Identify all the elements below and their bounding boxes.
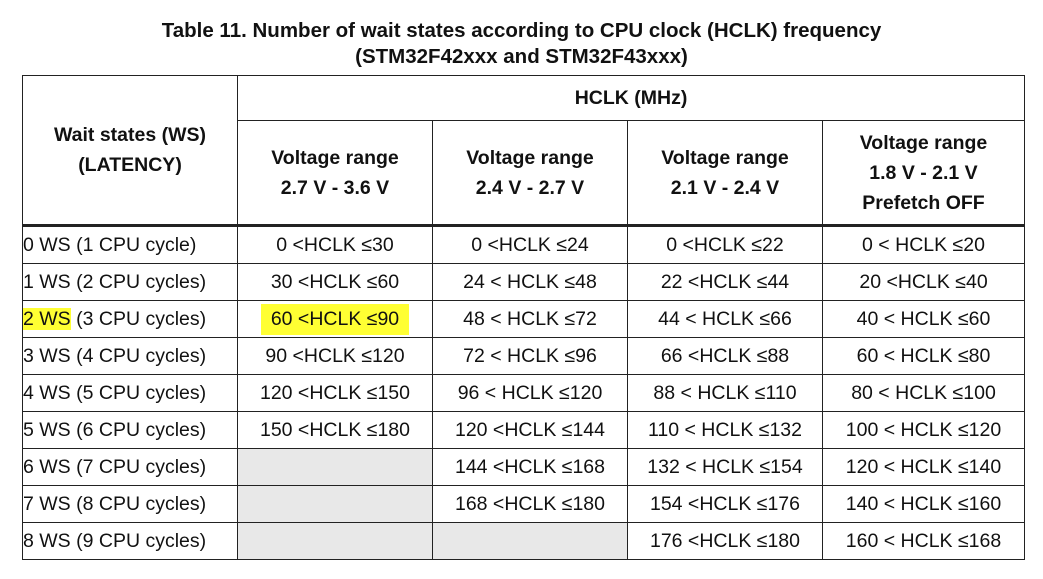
ws-cell: 4 WS (5 CPU cycles) xyxy=(22,374,238,412)
ws-cell: 6 WS (7 CPU cycles) xyxy=(22,448,238,486)
range-highlighted: 60 <HCLK ≤90 xyxy=(260,303,410,335)
cpu-cycles: (8 CPU cycles) xyxy=(70,492,207,515)
col-header-line: Prefetch OFF xyxy=(862,191,985,214)
cpu-cycles: (9 CPU cycles) xyxy=(70,529,207,552)
range-cell: 20 <HCLK ≤40 xyxy=(821,263,1026,301)
range-cell: 0 < HCLK ≤20 xyxy=(821,225,1026,264)
range-cell: 90 <HCLK ≤120 xyxy=(237,337,433,375)
table-row: 5 WS (6 CPU cycles) 150 <HCLK ≤180 120 <… xyxy=(22,411,1026,449)
empty-cell xyxy=(237,522,433,560)
col-header-line: Voltage range xyxy=(661,146,789,169)
ws-cell: 7 WS (8 CPU cycles) xyxy=(22,485,238,523)
voltage-col-header: Voltage range 2.7 V - 3.6 V xyxy=(237,120,433,226)
table-row: 8 WS (9 CPU cycles) 176 <HCLK ≤180 160 <… xyxy=(22,522,1026,560)
empty-cell xyxy=(237,448,433,486)
range-cell: 0 <HCLK ≤24 xyxy=(432,225,628,264)
range-cell: 120 < HCLK ≤140 xyxy=(821,448,1026,486)
cpu-cycles: (5 CPU cycles) xyxy=(70,381,207,404)
range-cell: 144 <HCLK ≤168 xyxy=(432,448,628,486)
range-cell: 96 < HCLK ≤120 xyxy=(432,374,628,412)
cpu-cycles: (3 CPU cycles) xyxy=(70,307,207,330)
ws-header-line2: (LATENCY) xyxy=(78,154,182,176)
voltage-col-header: Voltage range 1.8 V - 2.1 V Prefetch OFF xyxy=(821,120,1026,226)
ws-cell: 2 WS (3 CPU cycles) xyxy=(22,300,238,338)
range-cell: 22 <HCLK ≤44 xyxy=(627,263,823,301)
cpu-cycles: (7 CPU cycles) xyxy=(70,455,207,478)
table-row: 4 WS (5 CPU cycles) 120 <HCLK ≤150 96 < … xyxy=(22,374,1026,412)
range-cell: 154 <HCLK ≤176 xyxy=(627,485,823,523)
ws-count: 3 WS xyxy=(23,344,71,367)
voltage-col-header: Voltage range 2.1 V - 2.4 V xyxy=(627,120,823,226)
range-cell: 100 < HCLK ≤120 xyxy=(821,411,1026,449)
table-row-highlighted: 2 WS (3 CPU cycles) 60 <HCLK ≤90 48 < HC… xyxy=(22,300,1026,338)
range-cell: 60 <HCLK ≤90 xyxy=(237,300,433,338)
empty-cell xyxy=(432,522,628,560)
cpu-cycles: (4 CPU cycles) xyxy=(70,344,207,367)
range-cell: 80 < HCLK ≤100 xyxy=(821,374,1026,412)
range-cell: 88 < HCLK ≤110 xyxy=(627,374,823,412)
col-header-line: Voltage range xyxy=(859,131,988,154)
ws-header-cell: Wait states (WS) (LATENCY) xyxy=(22,75,238,226)
table-row: 7 WS (8 CPU cycles) 168 <HCLK ≤180 154 <… xyxy=(22,485,1026,523)
range-cell: 160 < HCLK ≤168 xyxy=(821,522,1026,560)
range-cell: 40 < HCLK ≤60 xyxy=(821,300,1026,338)
cpu-cycles: (6 CPU cycles) xyxy=(70,418,207,441)
ws-cell: 1 WS (2 CPU cycles) xyxy=(22,263,238,301)
col-header-line: 2.4 V - 2.7 V xyxy=(475,176,585,199)
range-cell: 120 <HCLK ≤150 xyxy=(237,374,433,412)
col-header-line: 2.7 V - 3.6 V xyxy=(280,176,390,199)
hclk-header: HCLK (MHz) xyxy=(236,75,1026,121)
ws-count: 4 WS xyxy=(23,381,71,404)
wait-states-table: Wait states (WS) (LATENCY) HCLK (MHz) Vo… xyxy=(22,75,1026,560)
range-cell: 140 < HCLK ≤160 xyxy=(821,485,1026,523)
ws-count-highlighted: 2 WS xyxy=(23,307,71,330)
range-cell: 72 < HCLK ≤96 xyxy=(432,337,628,375)
range-cell: 0 <HCLK ≤30 xyxy=(237,225,433,264)
range-cell: 60 < HCLK ≤80 xyxy=(821,337,1026,375)
empty-cell xyxy=(237,485,433,523)
ws-cell: 5 WS (6 CPU cycles) xyxy=(22,411,238,449)
ws-header-line1: Wait states (WS) xyxy=(53,124,207,146)
ws-cell: 8 WS (9 CPU cycles) xyxy=(22,522,238,560)
cpu-cycles: (2 CPU cycles) xyxy=(70,270,207,293)
table-body: 0 WS (1 CPU cycle) 0 <HCLK ≤30 0 <HCLK ≤… xyxy=(22,225,1026,560)
col-header-line: Voltage range xyxy=(466,146,594,169)
range-cell: 48 < HCLK ≤72 xyxy=(432,300,628,338)
range-cell: 30 <HCLK ≤60 xyxy=(237,263,433,301)
range-cell: 66 <HCLK ≤88 xyxy=(627,337,823,375)
range-cell: 24 < HCLK ≤48 xyxy=(432,263,628,301)
col-header-line: 1.8 V - 2.1 V xyxy=(869,161,978,184)
table-row: 3 WS (4 CPU cycles) 90 <HCLK ≤120 72 < H… xyxy=(22,337,1026,375)
range-cell: 132 < HCLK ≤154 xyxy=(627,448,823,486)
ws-count: 5 WS xyxy=(23,418,71,441)
table-row: 1 WS (2 CPU cycles) 30 <HCLK ≤60 24 < HC… xyxy=(22,263,1026,301)
range-cell: 0 <HCLK ≤22 xyxy=(627,225,823,264)
ws-count: 0 WS xyxy=(23,233,71,256)
table-title: Table 11. Number of wait states accordin… xyxy=(161,19,882,42)
ws-cell: 3 WS (4 CPU cycles) xyxy=(22,337,238,375)
col-header-line: 2.1 V - 2.4 V xyxy=(670,176,780,199)
ws-count: 1 WS xyxy=(23,270,71,293)
cpu-cycles: (1 CPU cycle) xyxy=(70,233,197,256)
ws-count: 6 WS xyxy=(23,455,71,478)
range-cell: 176 <HCLK ≤180 xyxy=(627,522,823,560)
table-row: 0 WS (1 CPU cycle) 0 <HCLK ≤30 0 <HCLK ≤… xyxy=(22,225,1026,264)
table-row: 6 WS (7 CPU cycles) 144 <HCLK ≤168 132 <… xyxy=(22,448,1026,486)
table-caption: Table 11. Number of wait states accordin… xyxy=(0,18,1043,70)
range-cell: 168 <HCLK ≤180 xyxy=(432,485,628,523)
table-subtitle: (STM32F42xxx and STM32F43xxx) xyxy=(355,45,688,68)
range-cell: 120 <HCLK ≤144 xyxy=(432,411,628,449)
voltage-col-header: Voltage range 2.4 V - 2.7 V xyxy=(432,120,628,226)
col-header-line: Voltage range xyxy=(271,146,399,169)
ws-count: 8 WS xyxy=(23,529,71,552)
range-cell: 150 <HCLK ≤180 xyxy=(237,411,433,449)
ws-cell: 0 WS (1 CPU cycle) xyxy=(22,225,238,264)
ws-count: 7 WS xyxy=(23,492,71,515)
range-cell: 110 < HCLK ≤132 xyxy=(627,411,823,449)
range-cell: 44 < HCLK ≤66 xyxy=(627,300,823,338)
